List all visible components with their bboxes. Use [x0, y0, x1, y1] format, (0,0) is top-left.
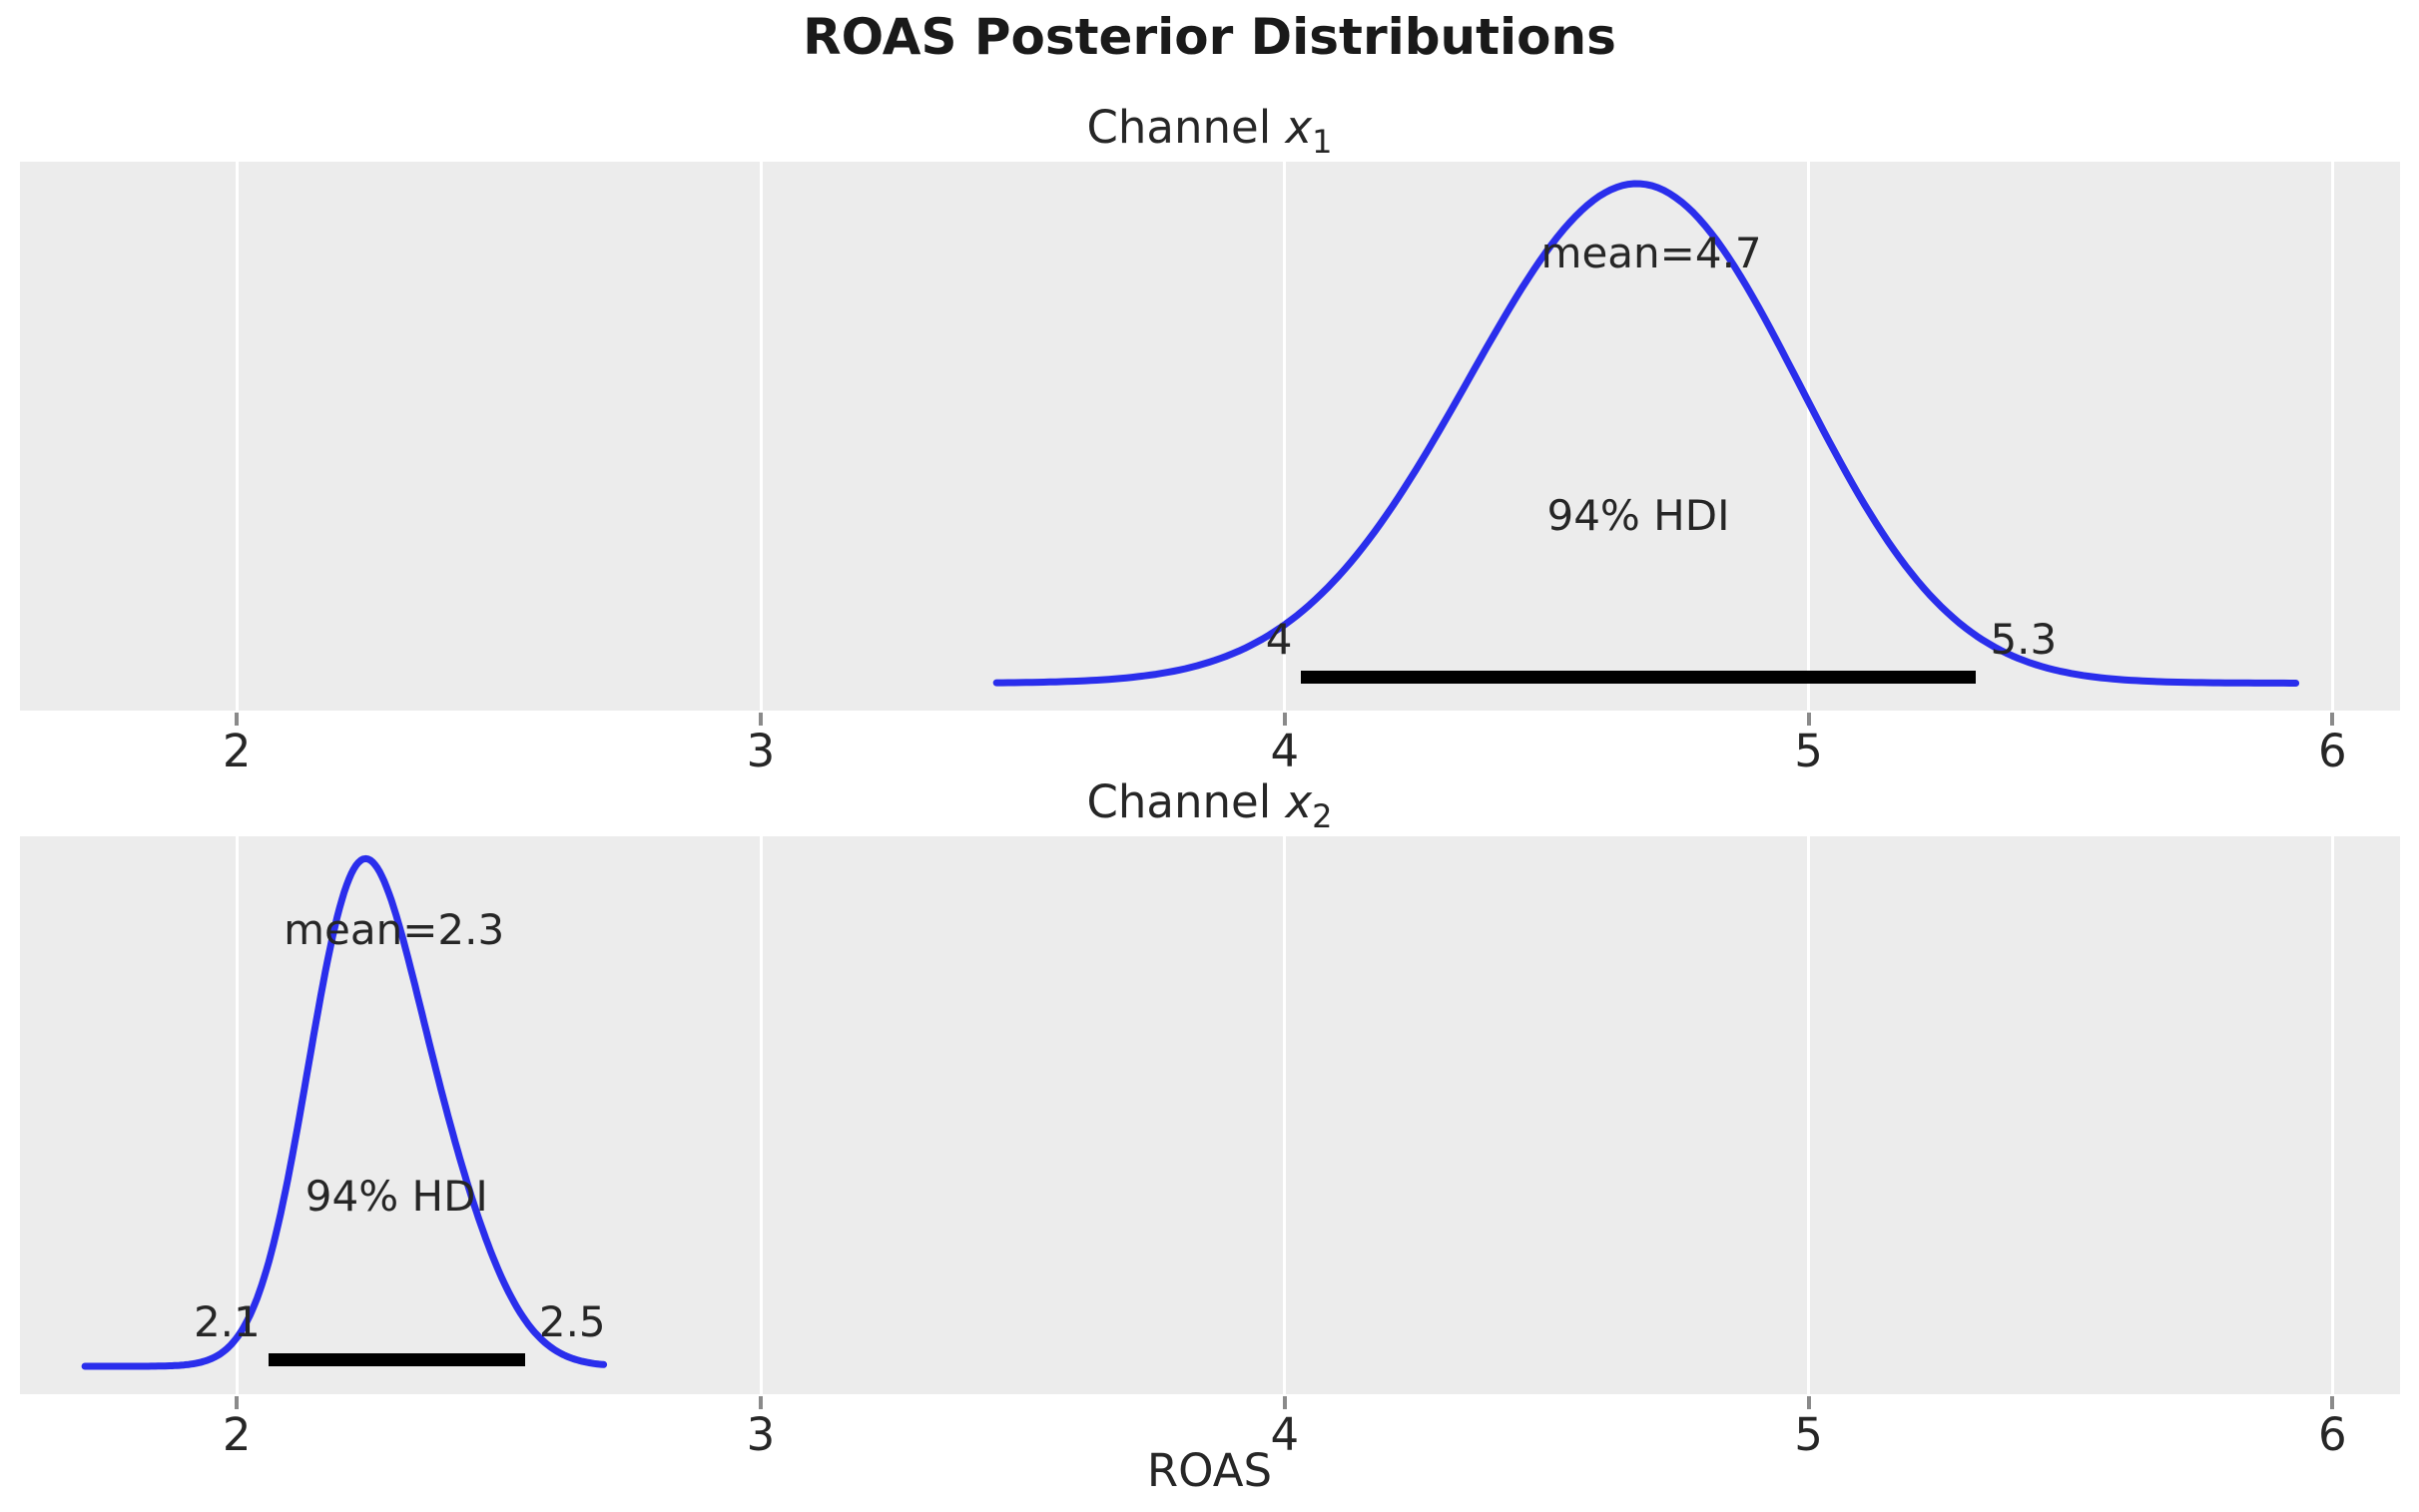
hdi-lower-value: 2.1: [193, 1296, 261, 1346]
hdi-upper-value: 5.3: [1990, 614, 2058, 664]
gridline: [235, 162, 239, 711]
subplot-title-var: x: [1285, 101, 1313, 154]
hdi-bar: [1300, 670, 1977, 684]
gridline: [2330, 836, 2334, 1394]
tick-mark: [1806, 713, 1811, 726]
tick-label: 4: [1270, 725, 1300, 777]
tick-label: 6: [2317, 725, 2347, 777]
subplot-title-subscript: 1: [1312, 123, 1333, 161]
tick-label: 3: [746, 1408, 776, 1461]
gridline: [1283, 836, 1287, 1394]
gridline: [1807, 162, 1811, 711]
tick-label: 2: [222, 725, 252, 777]
tick-label: 3: [746, 725, 776, 777]
x-axis-channel-x1: 2 3 4 5 6: [0, 711, 2419, 790]
tick-mark: [1282, 1396, 1287, 1409]
tick-mark: [1282, 713, 1287, 726]
tick-label: 6: [2317, 1408, 2347, 1461]
tick-mark: [2330, 1396, 2335, 1409]
x-axis-label: ROAS: [1146, 1444, 1273, 1497]
tick-mark: [2330, 713, 2335, 726]
tick-label: 5: [1794, 1408, 1823, 1461]
gridline: [1807, 836, 1811, 1394]
plot-area-channel-x1: mean=4.7 94% HDI 4 5.3: [20, 162, 2400, 711]
subplot-title-text: Channel: [1086, 775, 1286, 828]
hdi-upper-value: 2.5: [538, 1296, 606, 1346]
mean-annotation: mean=2.3: [284, 904, 505, 954]
subplot-title-text: Channel: [1086, 101, 1286, 154]
tick-mark: [235, 713, 240, 726]
x-axis-channel-x2: 2 3 4 5 6: [0, 1394, 2419, 1474]
subplot-title-channel-x1: Channel x1: [0, 103, 2419, 160]
gridline: [759, 836, 763, 1394]
tick-label: 4: [1270, 1408, 1300, 1461]
tick-mark: [1806, 1396, 1811, 1409]
kde-curve-channel-x2: [81, 854, 608, 1370]
kde-curve-channel-x1: [992, 180, 2300, 687]
tick-label: 2: [222, 1408, 252, 1461]
tick-mark: [759, 1396, 763, 1409]
hdi-bar: [268, 1353, 525, 1367]
gridline: [759, 162, 763, 711]
hdi-annotation: 94% HDI: [304, 1171, 488, 1221]
figure-title: ROAS Posterior Distributions: [803, 8, 1616, 66]
gridline: [235, 836, 239, 1394]
subplot-title-subscript: 2: [1312, 797, 1333, 835]
tick-label: 5: [1794, 725, 1823, 777]
subplot-title-var: x: [1285, 775, 1313, 828]
hdi-annotation: 94% HDI: [1546, 490, 1730, 540]
mean-annotation: mean=4.7: [1540, 229, 1762, 278]
tick-mark: [235, 1396, 240, 1409]
hdi-lower-value: 4: [1265, 614, 1293, 664]
gridline: [2330, 162, 2334, 711]
tick-mark: [759, 713, 763, 726]
gridline: [1283, 162, 1287, 711]
subplot-title-channel-x2: Channel x2: [0, 777, 2419, 834]
plot-area-channel-x2: mean=2.3 94% HDI 2.1 2.5: [20, 836, 2400, 1394]
